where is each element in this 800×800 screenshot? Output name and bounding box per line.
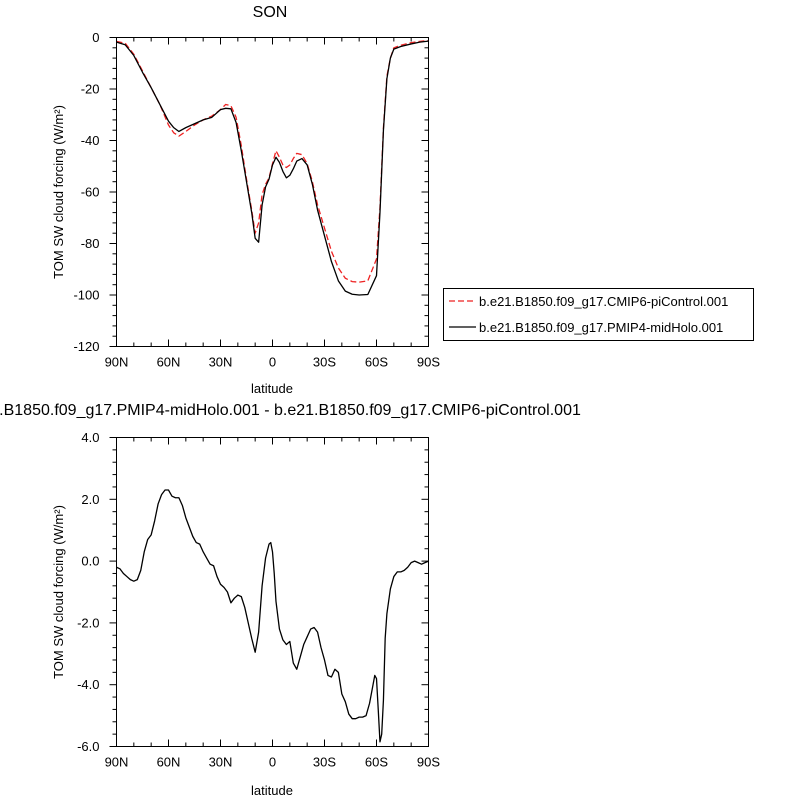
x-tick-label: 0	[269, 755, 276, 770]
bottom-series-group	[116, 489, 429, 743]
y-tick-label: -6.0	[77, 739, 99, 754]
x-tick-label: 60S	[365, 355, 388, 370]
bottom-panel: b.e21.B1850.f09_g17.PMIP4-midHolo.001 - …	[0, 402, 581, 798]
top-plot-frame	[116, 37, 429, 347]
top-x-axis-label: latitude	[251, 381, 293, 396]
x-tick-label: 30N	[209, 355, 233, 370]
x-tick-label: 90S	[417, 755, 440, 770]
y-tick-label: -40	[81, 133, 100, 148]
legend-box	[443, 288, 754, 341]
x-tick-label: 30S	[313, 355, 336, 370]
y-tick-label: -80	[81, 236, 100, 251]
y-tick-label: -120	[73, 339, 99, 354]
x-tick-label: 0	[269, 355, 276, 370]
bottom-x-axis-label: latitude	[251, 783, 293, 798]
y-tick-label: -2.0	[77, 615, 99, 630]
x-tick-label: 60N	[157, 355, 181, 370]
y-tick-label: 0.0	[81, 554, 99, 569]
legend-label-mid-holo: b.e21.B1850.f09_g17.PMIP4-midHolo.001	[479, 320, 723, 335]
top-y-axis-label: TOM SW cloud forcing (W/m²)	[51, 105, 66, 279]
y-tick-label: -100	[73, 288, 99, 303]
top-panel: SON 90N 60N 30N 0 30S 60S 90S 0 -20 -40 -60 -80 -100…	[51, 4, 754, 396]
y-tick-label: 4.0	[81, 430, 99, 445]
bottom-chart-title: b.e21.B1850.f09_g17.PMIP4-midHolo.001 - …	[0, 402, 581, 419]
series-line-1-0	[116, 489, 429, 743]
y-tick-label: -4.0	[77, 677, 99, 692]
x-tick-label: 90N	[105, 755, 129, 770]
y-tick-label: 0	[92, 30, 99, 45]
bottom-plot-frame	[116, 437, 429, 747]
top-series-group	[116, 39, 429, 296]
x-tick-label: 60N	[157, 755, 181, 770]
y-tick-label: -60	[81, 185, 100, 200]
x-tick-label: 90S	[417, 355, 440, 370]
series-line-0-1	[116, 40, 429, 296]
bottom-y-axis-label: TOM SW cloud forcing (W/m²)	[51, 505, 66, 679]
top-chart-title: SON	[253, 4, 288, 21]
x-tick-label: 60S	[365, 755, 388, 770]
x-tick-label: 30S	[313, 755, 336, 770]
legend: b.e21.B1850.f09_g17.CMIP6-piControl.001 …	[443, 288, 754, 341]
legend-label-pi-control: b.e21.B1850.f09_g17.CMIP6-piControl.001	[479, 294, 728, 309]
x-tick-label: 30N	[209, 755, 233, 770]
bottom-axes-group: 90N 60N 30N 0 30S 60S 90S 4.0 2.0 0.0 -2.0 -4.0 -6.0	[77, 430, 440, 770]
series-line-0-0	[116, 39, 429, 283]
x-tick-label: 90N	[105, 355, 129, 370]
top-axes-group: 90N 60N 30N 0 30S 60S 90S 0 -20 -40 -60 -80 -100 -120	[73, 30, 440, 370]
y-tick-label: -20	[81, 82, 100, 97]
y-tick-label: 2.0	[81, 492, 99, 507]
